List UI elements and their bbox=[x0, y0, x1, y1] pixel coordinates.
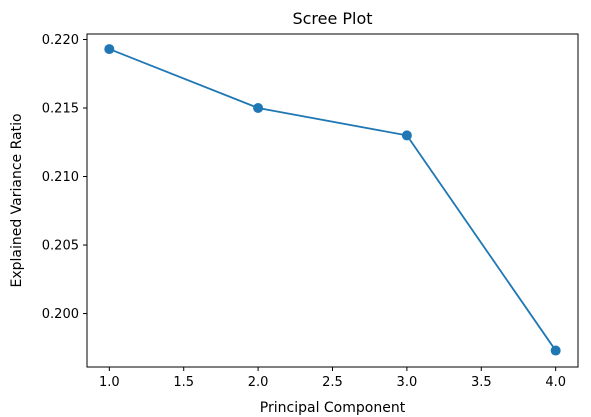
data-point bbox=[104, 44, 115, 55]
x-tick-label: 2.5 bbox=[322, 375, 343, 390]
data-point bbox=[401, 130, 412, 141]
axes-frame bbox=[86, 33, 579, 368]
x-tick-label: 1.0 bbox=[99, 375, 120, 390]
y-tick-label: 0.200 bbox=[42, 307, 79, 322]
x-tick-label: 3.5 bbox=[471, 375, 492, 390]
plot-area bbox=[86, 33, 579, 368]
y-tick-label: 0.215 bbox=[42, 102, 79, 117]
x-axis-label: Principal Component bbox=[260, 400, 406, 416]
data-series bbox=[104, 44, 561, 356]
x-tick-label: 2.0 bbox=[248, 375, 269, 390]
series-line bbox=[108, 48, 557, 352]
x-tick-label: 4.0 bbox=[545, 375, 566, 390]
x-axis-ticks: 1.0 1.5 2.0 2.5 3.0 3.5 4.0 bbox=[99, 367, 566, 390]
chart-title: Scree Plot bbox=[292, 9, 372, 28]
data-point bbox=[253, 103, 264, 113]
y-axis-label: Explained Variance Ratio bbox=[9, 113, 25, 287]
data-point bbox=[550, 345, 561, 356]
y-tick-label: 0.220 bbox=[42, 33, 79, 48]
y-axis-ticks: 0.200 0.205 0.210 0.215 0.220 bbox=[42, 33, 87, 322]
x-tick-label: 3.0 bbox=[397, 375, 418, 390]
x-tick-label: 1.5 bbox=[173, 375, 194, 390]
y-tick-label: 0.205 bbox=[42, 239, 79, 254]
y-tick-label: 0.210 bbox=[42, 170, 79, 185]
